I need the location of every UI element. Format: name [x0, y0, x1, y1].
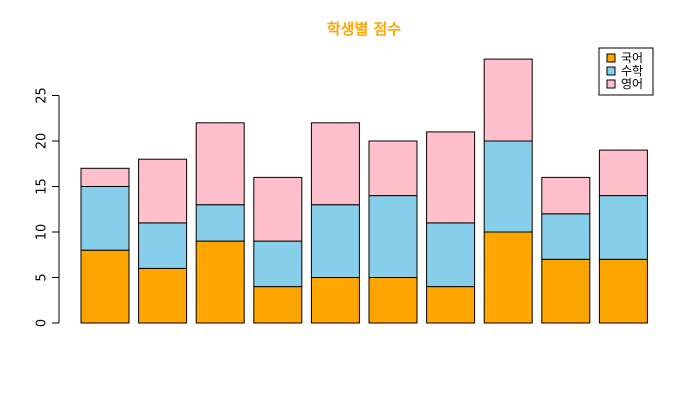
bar-segment: [426, 286, 476, 324]
y-tick-label: 25: [35, 87, 50, 104]
legend-swatch: [606, 53, 616, 63]
bar-segment: [310, 277, 360, 324]
bar-segment: [138, 222, 188, 269]
bar-segment: [598, 195, 648, 260]
legend-swatch: [606, 66, 616, 76]
bar-segment: [138, 267, 188, 324]
legend-label: 국어: [621, 51, 643, 65]
y-tick-label: 0: [35, 319, 50, 327]
bar-segment: [368, 277, 418, 324]
bar-segment: [253, 240, 303, 288]
bar-segment: [310, 204, 360, 278]
y-tick-label: 20: [35, 133, 50, 150]
bar-segment: [483, 58, 533, 142]
bar-segment: [541, 258, 591, 324]
bars-group: [80, 58, 648, 324]
bar-segment: [253, 286, 303, 324]
bar-segment: [195, 204, 245, 242]
bar-segment: [310, 122, 360, 206]
bar-segment: [195, 240, 245, 324]
y-axis: 0 5 10 15 20 25: [35, 87, 60, 327]
legend-swatch: [606, 79, 616, 89]
bar-segment: [541, 213, 591, 260]
bar-segment: [483, 231, 533, 324]
bar-segment: [426, 222, 476, 288]
bar-segment: [253, 176, 303, 242]
y-tick-label: 10: [35, 224, 50, 241]
bar-segment: [368, 195, 418, 279]
bar-segment: [483, 140, 533, 233]
bar-segment: [80, 186, 130, 251]
chart-title: 학생별 점수: [327, 20, 401, 38]
legend-label: 영어: [621, 77, 643, 91]
bar-segment: [368, 140, 418, 197]
bar-segment: [541, 176, 591, 215]
bar-segment: [80, 167, 130, 188]
y-tick-label: 15: [35, 178, 50, 195]
bar-segment: [598, 258, 648, 324]
legend-label: 수학: [621, 64, 643, 78]
bar-segment: [80, 249, 130, 324]
bar-segment: [426, 131, 476, 224]
y-tick-label: 5: [35, 273, 50, 281]
bar-segment: [195, 122, 245, 206]
bar-segment: [598, 149, 648, 197]
bar-segment: [138, 158, 188, 224]
